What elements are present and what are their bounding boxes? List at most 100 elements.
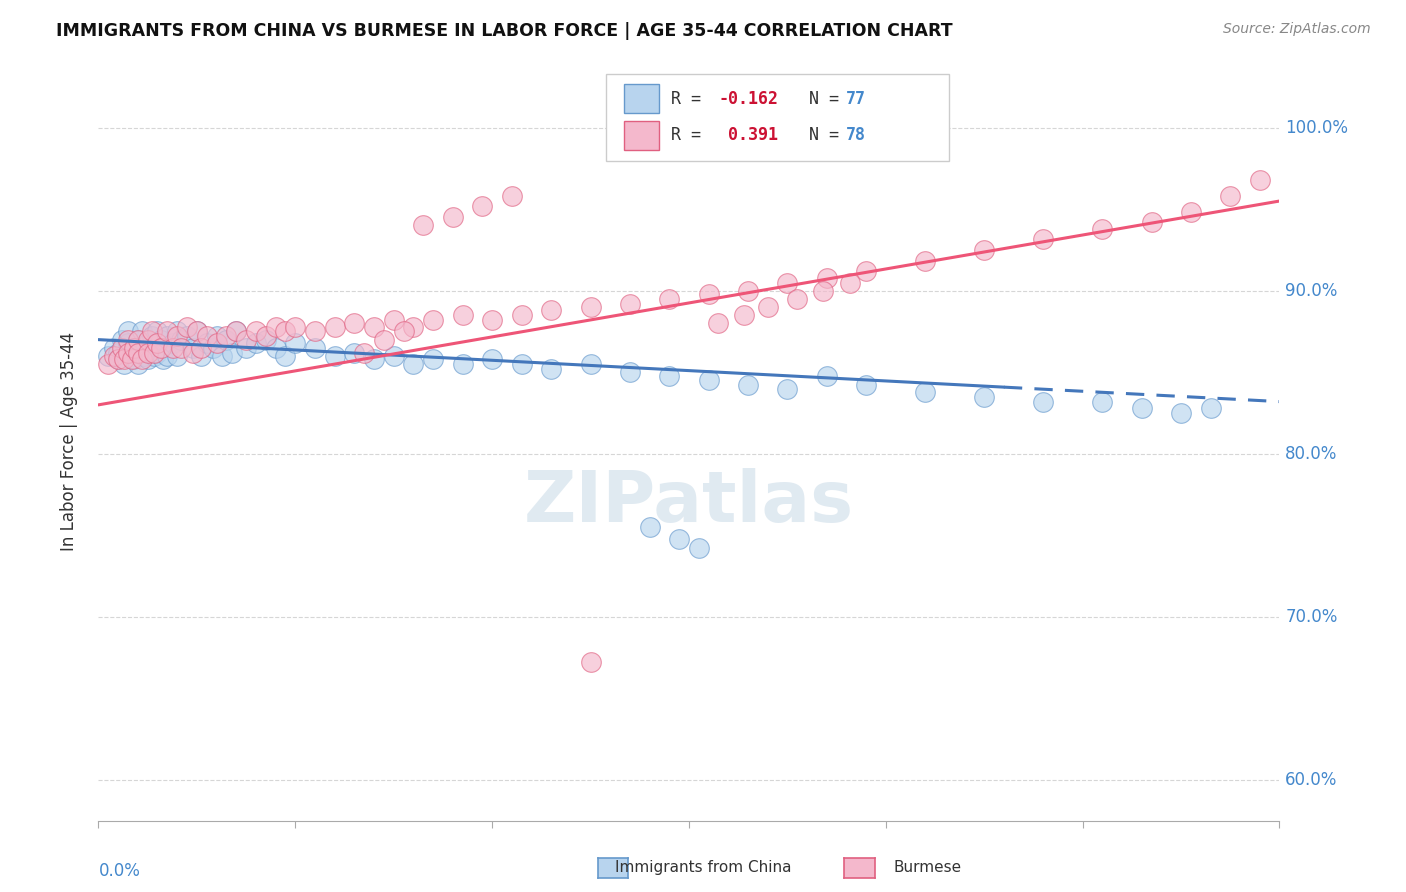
Point (737, 284, 759, 298)
Text: 78: 78 (846, 127, 866, 145)
Text: 60.0%: 60.0% (1285, 771, 1337, 789)
Text: 0.391: 0.391 (718, 127, 779, 145)
Point (363, 352, 385, 367)
Point (254, 333, 277, 347)
Point (579, 357, 602, 371)
Point (402, 357, 425, 371)
Point (125, 341, 148, 355)
Point (127, 333, 149, 347)
Point (156, 329, 179, 343)
Point (973, 390, 995, 404)
Text: 0.0%: 0.0% (98, 863, 141, 880)
Point (235, 341, 257, 355)
Point (284, 319, 307, 334)
Point (176, 319, 198, 334)
Point (112, 352, 135, 367)
Point (707, 124, 730, 138)
Point (186, 325, 208, 339)
Point (422, 352, 444, 367)
Point (1130, 401, 1153, 416)
Text: ZIPatlas: ZIPatlas (524, 467, 853, 537)
Point (914, 384, 936, 399)
Point (658, 292, 681, 306)
Text: N =: N = (789, 90, 849, 108)
Point (382, 313, 405, 327)
Point (373, 333, 395, 347)
Point (186, 325, 208, 339)
Point (1140, 215, 1163, 229)
Text: 70.0%: 70.0% (1285, 607, 1337, 626)
Point (786, 292, 808, 306)
Text: N =: N = (789, 127, 849, 145)
Text: 90.0%: 90.0% (1285, 282, 1337, 300)
Point (697, 287, 720, 301)
Point (274, 349, 297, 363)
Point (181, 345, 204, 359)
Point (510, 308, 533, 322)
Point (117, 333, 139, 347)
Point (619, 365, 641, 379)
Point (855, 264, 877, 278)
Point (195, 335, 218, 350)
Point (127, 357, 149, 371)
Text: R =: R = (671, 127, 711, 145)
Point (215, 329, 238, 343)
Point (471, 199, 494, 213)
Point (1249, 173, 1271, 187)
Point (343, 345, 366, 359)
Point (353, 345, 375, 359)
Point (146, 325, 169, 339)
Point (205, 335, 228, 350)
Point (540, 303, 562, 318)
Point (211, 349, 233, 363)
Point (245, 335, 267, 350)
Point (441, 211, 464, 225)
Point (111, 333, 134, 347)
Point (737, 378, 759, 392)
Point (254, 329, 277, 343)
Point (107, 352, 129, 367)
Point (225, 325, 247, 339)
Point (1199, 401, 1222, 416)
Point (481, 313, 503, 327)
Point (323, 319, 346, 334)
Point (132, 349, 155, 363)
Point (707, 316, 730, 330)
Point (363, 319, 385, 334)
Text: 80.0%: 80.0% (1285, 445, 1337, 463)
Point (481, 352, 503, 367)
Point (658, 368, 681, 383)
FancyBboxPatch shape (606, 74, 949, 161)
Point (107, 345, 129, 359)
Text: Source: ZipAtlas.com: Source: ZipAtlas.com (1223, 22, 1371, 37)
Point (156, 349, 179, 363)
Point (127, 345, 149, 359)
Point (1032, 394, 1054, 409)
Point (245, 325, 267, 339)
Point (221, 345, 243, 359)
Point (304, 325, 326, 339)
Point (855, 378, 877, 392)
Point (166, 349, 188, 363)
Point (619, 297, 641, 311)
Point (152, 352, 174, 367)
Point (141, 325, 163, 339)
Point (170, 333, 193, 347)
Point (136, 352, 159, 367)
Text: Immigrants from China: Immigrants from China (614, 860, 792, 874)
Point (121, 345, 143, 359)
Text: Burmese: Burmese (894, 860, 962, 874)
Point (97, 357, 120, 371)
Point (402, 319, 425, 334)
Point (142, 349, 165, 363)
Point (638, 520, 661, 534)
Point (117, 325, 139, 339)
Point (112, 357, 135, 371)
Text: 100.0%: 100.0% (1285, 119, 1348, 136)
Point (1180, 205, 1202, 219)
Text: 77: 77 (846, 90, 866, 108)
Point (131, 352, 153, 367)
Point (579, 656, 602, 670)
Point (225, 325, 247, 339)
Y-axis label: In Labor Force | Age 35-44: In Labor Force | Age 35-44 (59, 332, 77, 551)
